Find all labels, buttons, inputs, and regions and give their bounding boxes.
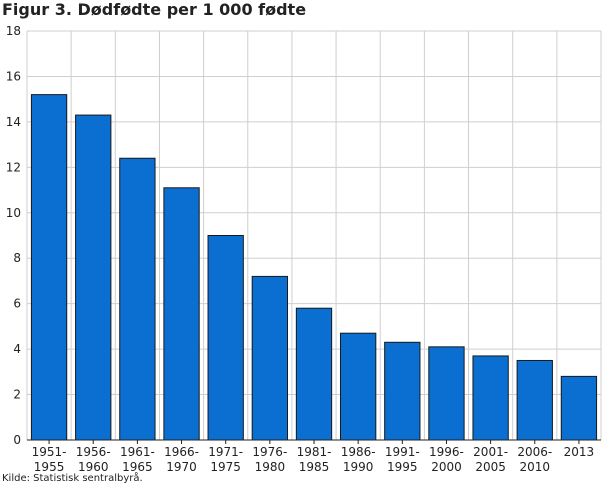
bar [163,187,200,441]
y-tick-label: 10 [6,206,21,220]
bar [75,114,112,441]
bar [472,355,509,441]
x-tick-label: 1981-1985 [297,445,332,474]
y-tick-label: 16 [6,69,21,83]
chart-title: Figur 3. Dødfødte per 1 000 fødte [2,0,307,19]
x-tick-label: 1976-1980 [252,445,287,474]
x-tick-label: 2013 [564,445,595,459]
y-tick-label: 6 [13,297,21,311]
y-axis-ticks: 0 2 4 6 8 10 12 14 16 18 [6,24,21,447]
y-tick-label: 2 [13,388,21,402]
x-tick-label: 1986-1990 [341,445,376,474]
x-axis-ticks: 1951-1955 1956-1960 1961-1965 1966-1970 1971… [32,440,595,474]
y-tick-label: 4 [13,342,21,356]
x-tick-label: 1956-1960 [76,445,111,474]
x-tick-label: 2001-2005 [473,445,508,474]
bar [30,94,68,441]
bar [384,341,421,441]
bar [295,307,333,441]
y-tick-label: 12 [6,160,21,174]
bar [516,359,553,441]
bar [207,235,244,441]
bar [560,375,598,441]
y-tick-label: 8 [13,251,21,265]
gridlines [26,30,602,440]
x-tick-label: 1991-1995 [385,445,420,474]
y-tick-label: 14 [6,115,21,129]
y-tick-label: 18 [6,24,21,38]
y-tick-label: 0 [13,433,21,447]
bar [251,275,289,441]
x-tick-label: 1971-1975 [208,445,243,474]
x-tick-label: 1961-1965 [120,445,155,474]
x-tick-label: 1951-1955 [32,445,67,474]
x-tick-label: 2006-2010 [517,445,552,474]
x-tick-label: 1966-1970 [164,445,199,474]
bar [428,346,465,441]
source-note: Kilde: Statistisk sentralbyrå. [2,473,143,484]
bar [119,157,156,441]
bars [30,94,598,441]
bar [339,332,377,441]
x-tick-label: 1996-2000 [429,445,464,474]
